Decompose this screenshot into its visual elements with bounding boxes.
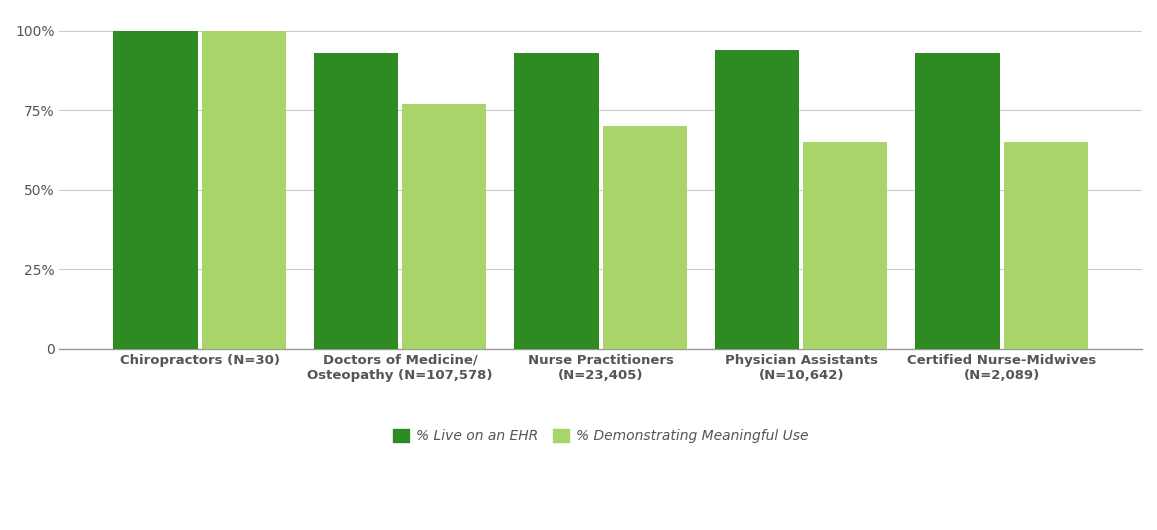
Bar [715, 50, 799, 349]
Bar [915, 53, 1000, 349]
Bar [603, 126, 687, 349]
Bar [314, 53, 398, 349]
Bar [803, 142, 887, 349]
Bar [403, 104, 486, 349]
Bar [1003, 142, 1088, 349]
Bar [515, 53, 598, 349]
Legend: % Live on an EHR, % Demonstrating Meaningful Use: % Live on an EHR, % Demonstrating Meanin… [388, 424, 815, 449]
Bar [201, 31, 286, 349]
Bar [113, 31, 198, 349]
